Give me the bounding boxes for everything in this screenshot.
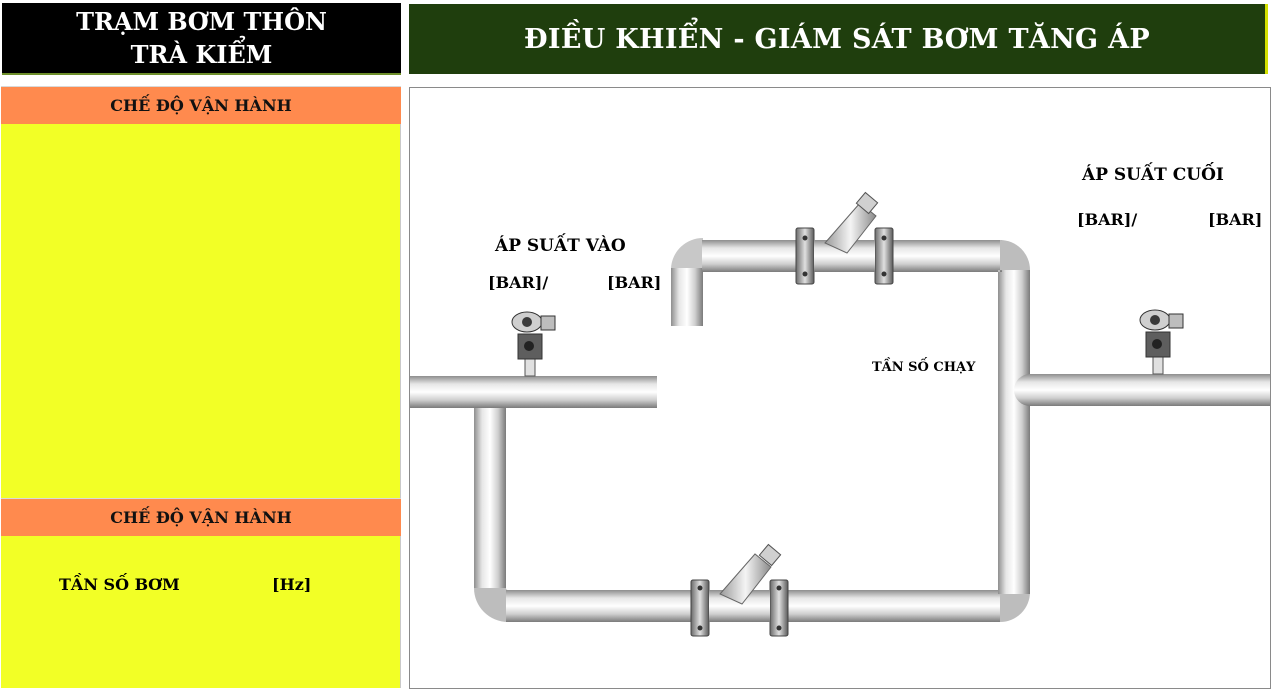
pump-diagram: ÁP SUẤT VÀO [BAR]/ [BAR] ÁP SUẤT CUỐI [B…: [409, 87, 1271, 689]
lower-strainer-valve: [690, 543, 789, 637]
inlet-pipe: [410, 376, 657, 408]
inlet-pressure-label: ÁP SUẤT VÀO: [495, 236, 626, 256]
outlet-pressure-unit-1: [BAR]/: [1077, 210, 1138, 229]
operation-mode-panel-1: [1, 86, 401, 498]
operation-mode-header-2: CHẾ ĐỘ VẬN HÀNH: [1, 498, 401, 536]
page-title: ĐIỀU KHIỂN - GIÁM SÁT BƠM TĂNG ÁP: [409, 4, 1268, 74]
station-title: TRẠM BƠM THÔN TRÀ KIỂM: [2, 3, 401, 75]
pump-frequency-unit: [Hz]: [272, 575, 312, 594]
right-vertical-pipe: [998, 270, 1030, 594]
upper-strainer-valve: [795, 191, 894, 285]
outlet-pressure-unit-2: [BAR]: [1208, 210, 1263, 229]
pump-frequency-label: TẦN SỐ BƠM: [59, 575, 180, 594]
outlet-pressure-label: ÁP SUẤT CUỐI: [1082, 165, 1224, 185]
station-title-line1: TRẠM BƠM THÔN: [76, 7, 327, 36]
running-frequency-label: TẦN SỐ CHẠY: [872, 360, 976, 375]
outlet-pressure-sensor-icon[interactable]: [1139, 309, 1184, 375]
outlet-pipe: [1014, 374, 1270, 406]
inlet-pressure-unit-1: [BAR]/: [488, 273, 549, 292]
station-title-line2: TRÀ KIỂM: [130, 40, 273, 69]
operation-mode-header-1: CHẾ ĐỘ VẬN HÀNH: [1, 86, 401, 124]
inlet-pressure-unit-2: [BAR]: [607, 273, 662, 292]
inlet-pressure-sensor-icon[interactable]: [511, 311, 556, 377]
